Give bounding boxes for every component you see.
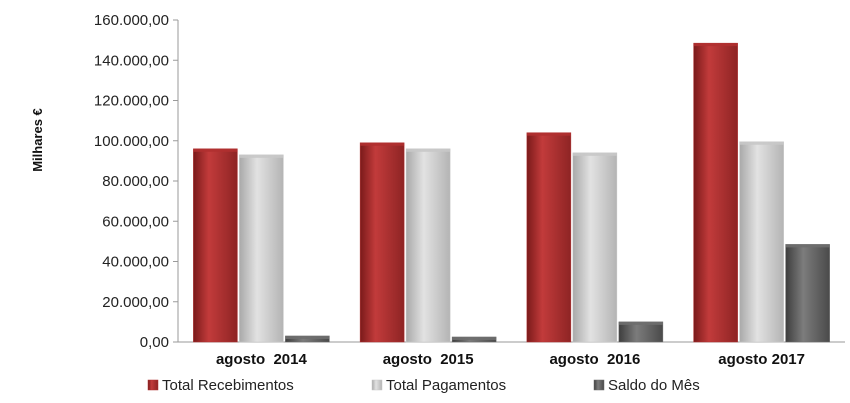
x-tick-label: agosto 2016 <box>549 351 640 368</box>
x-tick-label: agosto 2014 <box>216 351 308 368</box>
y-tick-label: 120.000,00 <box>94 93 169 110</box>
y-tick-label: 160.000,00 <box>94 12 169 29</box>
bar-cap <box>452 336 497 340</box>
bar-cap <box>193 148 238 152</box>
bar-total-recebimentos <box>526 132 572 343</box>
bar-total-pagamentos <box>239 154 284 343</box>
bar-total-pagamentos <box>572 152 618 343</box>
bar-cap <box>785 244 830 248</box>
bar-cap <box>360 142 405 146</box>
bar-total-pagamentos <box>405 148 451 343</box>
bar-cap <box>285 335 330 339</box>
y-tick-label: 40.000,00 <box>102 254 169 271</box>
bar-cap <box>618 321 663 325</box>
bar-total-pagamentos <box>739 141 784 343</box>
bar-total-recebimentos <box>693 42 738 343</box>
bar-saldo-do-mes <box>618 321 664 343</box>
bar-saldo-do-mes <box>785 244 830 343</box>
legend-swatch <box>147 379 159 391</box>
y-tick-label: 100.000,00 <box>94 133 169 150</box>
legend-label: Total Pagamentos <box>386 377 506 394</box>
y-tick-label: 140.000,00 <box>94 52 169 69</box>
bar-cap <box>693 43 738 47</box>
legend-swatch <box>371 379 383 391</box>
bar-cap <box>406 148 451 152</box>
bar-cap <box>739 141 784 145</box>
bar-total-recebimentos <box>193 148 238 343</box>
bar-cap <box>526 132 571 136</box>
legend-label: Saldo do Mês <box>608 377 700 394</box>
x-tick-label: agosto 2015 <box>383 351 474 368</box>
y-axis-label: Milhares € <box>30 108 45 172</box>
bar-total-recebimentos <box>359 142 405 343</box>
legend-label: Total Recebimentos <box>162 377 294 394</box>
bar-cap <box>239 154 284 158</box>
y-tick-label: 0,00 <box>140 334 169 351</box>
y-tick-label: 80.000,00 <box>102 173 169 190</box>
y-tick-label: 60.000,00 <box>102 213 169 230</box>
x-tick-label: agosto 2017 <box>718 351 805 368</box>
y-tick-label: 20.000,00 <box>102 294 169 311</box>
bar-cap <box>572 152 617 156</box>
legend-swatch <box>593 379 605 391</box>
